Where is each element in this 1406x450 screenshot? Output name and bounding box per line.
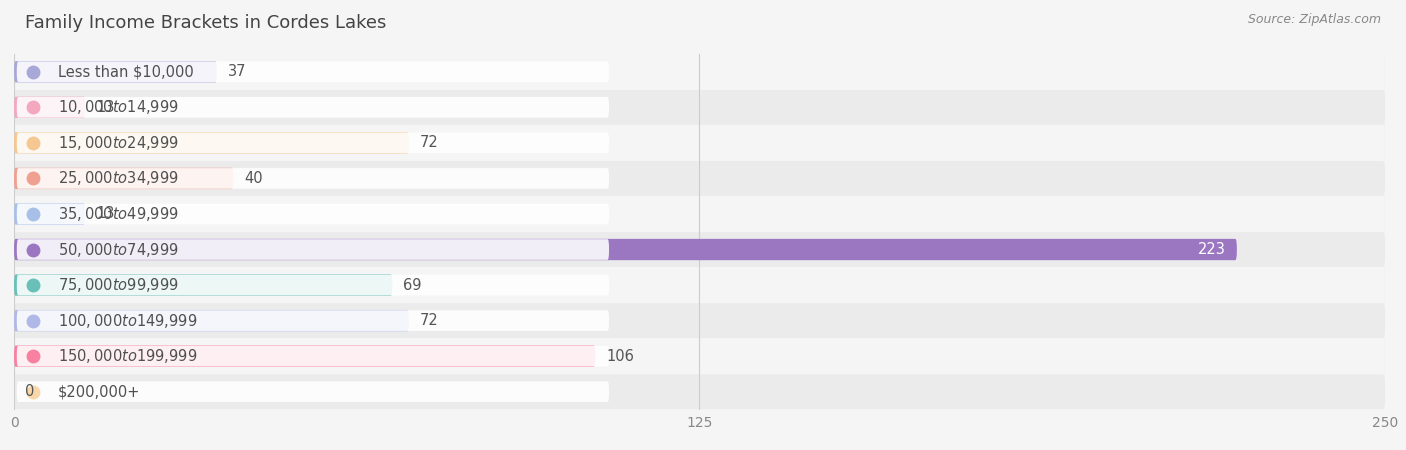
FancyBboxPatch shape xyxy=(14,346,595,367)
FancyBboxPatch shape xyxy=(17,62,609,82)
FancyBboxPatch shape xyxy=(14,126,1385,160)
Text: 37: 37 xyxy=(228,64,246,79)
FancyBboxPatch shape xyxy=(17,310,609,331)
FancyBboxPatch shape xyxy=(14,97,86,118)
FancyBboxPatch shape xyxy=(14,374,1385,409)
Text: $10,000 to $14,999: $10,000 to $14,999 xyxy=(58,99,179,116)
FancyBboxPatch shape xyxy=(17,133,609,153)
Text: 0: 0 xyxy=(25,384,34,399)
FancyBboxPatch shape xyxy=(14,168,233,189)
Text: $15,000 to $24,999: $15,000 to $24,999 xyxy=(58,134,179,152)
Text: 106: 106 xyxy=(606,349,634,364)
Text: $50,000 to $74,999: $50,000 to $74,999 xyxy=(58,240,179,258)
FancyBboxPatch shape xyxy=(14,197,1385,231)
FancyBboxPatch shape xyxy=(17,97,609,117)
Text: 13: 13 xyxy=(96,100,115,115)
FancyBboxPatch shape xyxy=(17,204,609,224)
FancyBboxPatch shape xyxy=(14,232,1385,267)
FancyBboxPatch shape xyxy=(14,274,392,296)
Text: $200,000+: $200,000+ xyxy=(58,384,141,399)
Text: $35,000 to $49,999: $35,000 to $49,999 xyxy=(58,205,179,223)
FancyBboxPatch shape xyxy=(14,203,86,225)
FancyBboxPatch shape xyxy=(14,310,409,331)
FancyBboxPatch shape xyxy=(14,339,1385,374)
Text: $25,000 to $34,999: $25,000 to $34,999 xyxy=(58,169,179,187)
Text: 40: 40 xyxy=(245,171,263,186)
FancyBboxPatch shape xyxy=(14,54,1385,89)
Text: 223: 223 xyxy=(1198,242,1226,257)
FancyBboxPatch shape xyxy=(14,239,1237,260)
FancyBboxPatch shape xyxy=(14,132,409,153)
FancyBboxPatch shape xyxy=(17,382,609,402)
FancyBboxPatch shape xyxy=(14,61,217,82)
FancyBboxPatch shape xyxy=(14,303,1385,338)
FancyBboxPatch shape xyxy=(14,90,1385,125)
Text: $100,000 to $149,999: $100,000 to $149,999 xyxy=(58,311,197,329)
FancyBboxPatch shape xyxy=(14,268,1385,302)
Text: 72: 72 xyxy=(420,135,439,150)
Text: Family Income Brackets in Cordes Lakes: Family Income Brackets in Cordes Lakes xyxy=(25,14,387,32)
Text: Source: ZipAtlas.com: Source: ZipAtlas.com xyxy=(1247,14,1381,27)
Text: Less than $10,000: Less than $10,000 xyxy=(58,64,194,79)
Text: $150,000 to $199,999: $150,000 to $199,999 xyxy=(58,347,197,365)
Text: 69: 69 xyxy=(404,278,422,292)
FancyBboxPatch shape xyxy=(17,275,609,295)
Text: $75,000 to $99,999: $75,000 to $99,999 xyxy=(58,276,179,294)
FancyBboxPatch shape xyxy=(14,161,1385,196)
FancyBboxPatch shape xyxy=(17,239,609,260)
Text: 13: 13 xyxy=(96,207,115,221)
FancyBboxPatch shape xyxy=(17,168,609,189)
FancyBboxPatch shape xyxy=(17,346,609,366)
Text: 72: 72 xyxy=(420,313,439,328)
